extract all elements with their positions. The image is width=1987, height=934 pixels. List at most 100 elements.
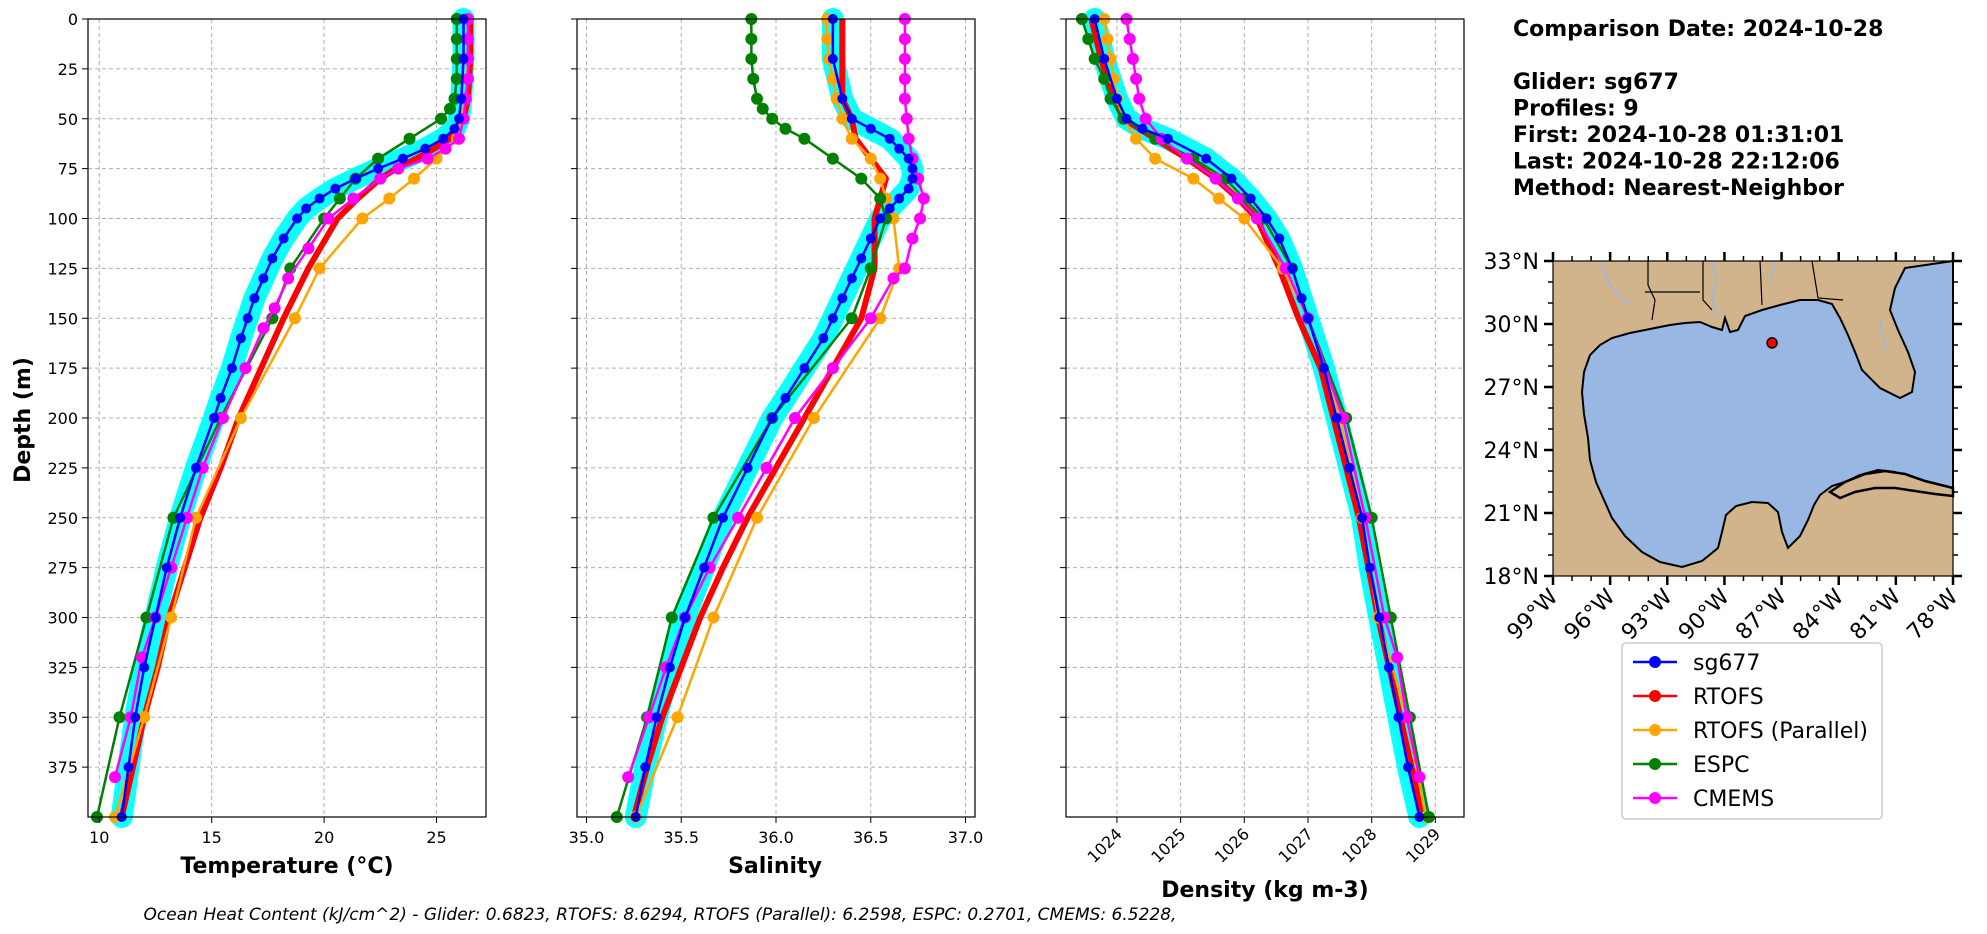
cmems-point — [392, 162, 405, 175]
info-text-block: Comparison Date: 2024-10-28 Glider: sg677… — [1513, 17, 1883, 201]
sg677-point — [1137, 123, 1148, 134]
lon-label: 78°W — [1903, 584, 1964, 645]
cmems-point — [900, 112, 913, 125]
cmems-point — [826, 362, 839, 375]
espc-point — [707, 511, 720, 524]
cmems-point — [1139, 112, 1152, 125]
sg677-point — [1302, 313, 1313, 324]
espc-point — [1098, 72, 1111, 85]
x-tick-label: 1028 — [1338, 824, 1380, 866]
sg677-point — [907, 173, 918, 184]
sg677-point — [818, 333, 829, 344]
x-tick-label: 1024 — [1084, 824, 1126, 866]
cmems-point — [239, 362, 252, 375]
sg677-point — [651, 712, 662, 723]
sg677-point — [827, 53, 838, 64]
sg677-point — [780, 393, 791, 404]
sg677-point — [278, 233, 289, 244]
y-tick-label: 375 — [47, 758, 78, 777]
cmems-point — [622, 771, 635, 784]
sg677-point — [1364, 562, 1375, 573]
cmems-point — [1413, 771, 1426, 784]
rtofs-parallel-point — [138, 711, 151, 724]
rtofs-parallel-point — [234, 412, 247, 424]
y-axis-label: Depth (m) — [11, 357, 36, 483]
cmems-point — [914, 212, 927, 225]
sg677-point — [456, 93, 467, 104]
cmems-point — [898, 52, 911, 65]
legend-swatch-marker — [1649, 656, 1661, 668]
sg677-point — [907, 163, 918, 174]
sg677-point — [903, 153, 914, 164]
x-tick-label: 36.0 — [758, 828, 794, 847]
info-line: Profiles: 9 — [1513, 97, 1639, 122]
gulf-map: 33°N 30°N 27°N 24°N 21°N 18°N99°W96°W93°W90°W… — [1484, 250, 1964, 645]
espc-point — [855, 172, 868, 185]
legend-label: RTOFS (Parallel) — [1693, 719, 1868, 744]
espc-point — [798, 132, 811, 145]
rtofs-parallel-point — [1238, 212, 1251, 225]
x-tick-label: 1026 — [1211, 824, 1253, 866]
sg677-point — [420, 143, 431, 154]
temperature-axis-label: Temperature (°C) — [180, 854, 393, 879]
sg677-point — [664, 662, 675, 673]
cmems-point — [302, 242, 315, 255]
info-line: Comparison Date: 2024-10-28 — [1513, 17, 1883, 42]
sg677-point — [1162, 133, 1173, 144]
sg677-point — [454, 113, 465, 124]
cmems-point — [268, 302, 281, 315]
sg677-point — [742, 462, 753, 473]
salinity-panel: 35.0 35.5 36.0 36.5 37.0 — [569, 8, 983, 847]
espc-point — [826, 152, 839, 165]
cmems-point — [788, 412, 801, 424]
espc-point — [766, 112, 779, 125]
gulf-of-mexico-water — [1580, 259, 1954, 569]
sg677-point — [1226, 173, 1237, 184]
rtofs-parallel-point — [1101, 32, 1114, 45]
sg677-point — [827, 313, 838, 324]
cmems-point — [347, 192, 360, 205]
cmems-point — [462, 72, 475, 85]
series-sg677 — [1089, 14, 1425, 822]
sg677-point — [1111, 93, 1122, 104]
cmems-point — [1391, 651, 1404, 664]
sg677-point — [438, 133, 449, 144]
lon-label: 87°W — [1731, 584, 1792, 645]
rtofs-parallel-point — [836, 112, 849, 125]
x-tick-label: 35.5 — [663, 828, 699, 847]
sg677-point — [1274, 233, 1285, 244]
sg677-point — [330, 183, 341, 194]
salinity-axis-label: Salinity — [728, 854, 822, 879]
series-sg677 — [630, 14, 918, 822]
cmems-point — [906, 232, 919, 245]
sg677-point — [139, 662, 150, 673]
x-tick-label: 25 — [426, 828, 446, 847]
sg677-point — [292, 213, 303, 224]
sg677-point — [175, 512, 186, 523]
legend: sg677 RTOFS RTOFS (Parallel) ESPC CMEMS — [1621, 642, 1883, 820]
sg677-point — [1099, 53, 1110, 64]
legend-swatch-marker — [1649, 758, 1661, 770]
cmems-point — [462, 32, 475, 45]
espc-point — [1088, 52, 1101, 65]
info-line: Glider: sg677 — [1513, 70, 1679, 95]
lon-label: 90°W — [1674, 584, 1735, 645]
y-tick-label: 100 — [47, 210, 78, 229]
cmems-point — [1400, 711, 1413, 724]
sg677-point — [698, 562, 709, 573]
cmems-point — [898, 92, 911, 105]
rtofs-parallel-point — [356, 212, 369, 225]
sg677-point — [884, 133, 895, 144]
sg677-point — [235, 333, 246, 344]
sg677-point — [350, 173, 361, 184]
espc-point — [1082, 32, 1095, 45]
lat-label: 18°N — [1484, 565, 1539, 590]
sg677-point — [1121, 113, 1132, 124]
x-tick-label: 1027 — [1275, 824, 1317, 866]
cmems-point — [282, 272, 295, 285]
sg677-point — [1318, 363, 1329, 374]
cmems-point — [257, 322, 270, 335]
legend-label: CMEMS — [1693, 787, 1774, 812]
espc-point — [435, 112, 448, 125]
